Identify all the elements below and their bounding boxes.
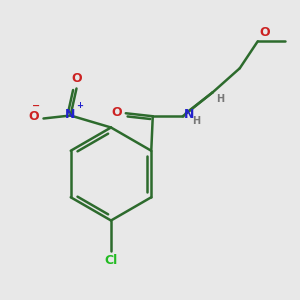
- Text: O: O: [112, 106, 122, 119]
- Text: Cl: Cl: [104, 254, 118, 266]
- Text: N: N: [65, 107, 76, 121]
- Text: −: −: [32, 101, 40, 111]
- Text: H: H: [192, 116, 200, 126]
- Text: N: N: [184, 108, 195, 121]
- Text: O: O: [71, 72, 82, 85]
- Text: O: O: [28, 110, 39, 124]
- Text: +: +: [76, 101, 83, 110]
- Text: O: O: [259, 26, 270, 39]
- Text: H: H: [216, 94, 224, 104]
